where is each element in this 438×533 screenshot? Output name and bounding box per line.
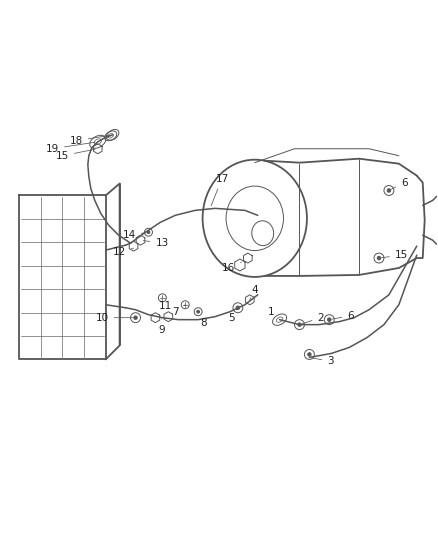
Circle shape <box>387 189 391 192</box>
Text: 10: 10 <box>95 313 133 322</box>
Text: 13: 13 <box>143 238 169 248</box>
Circle shape <box>328 318 331 321</box>
Circle shape <box>307 353 311 356</box>
Circle shape <box>377 256 381 260</box>
Text: 15: 15 <box>56 149 95 161</box>
Text: 19: 19 <box>46 142 95 154</box>
Text: 8: 8 <box>198 312 207 328</box>
Text: 12: 12 <box>113 247 134 257</box>
Circle shape <box>147 231 150 233</box>
Text: 2: 2 <box>302 313 324 324</box>
Text: 16: 16 <box>222 262 241 273</box>
Text: 17: 17 <box>211 174 229 206</box>
Text: 7: 7 <box>172 305 185 317</box>
Circle shape <box>298 323 301 326</box>
Text: 11: 11 <box>159 298 172 311</box>
Circle shape <box>134 316 137 319</box>
Circle shape <box>236 306 240 310</box>
Text: 6: 6 <box>332 311 354 321</box>
Text: 4: 4 <box>250 285 258 300</box>
Text: 3: 3 <box>312 357 334 366</box>
Text: 15: 15 <box>382 250 408 260</box>
Circle shape <box>197 310 200 313</box>
Text: 5: 5 <box>228 308 238 322</box>
Text: 18: 18 <box>70 135 110 146</box>
Text: 6: 6 <box>392 177 407 189</box>
Text: 9: 9 <box>159 319 165 335</box>
Text: 1: 1 <box>268 306 279 320</box>
Text: 14: 14 <box>123 230 146 240</box>
